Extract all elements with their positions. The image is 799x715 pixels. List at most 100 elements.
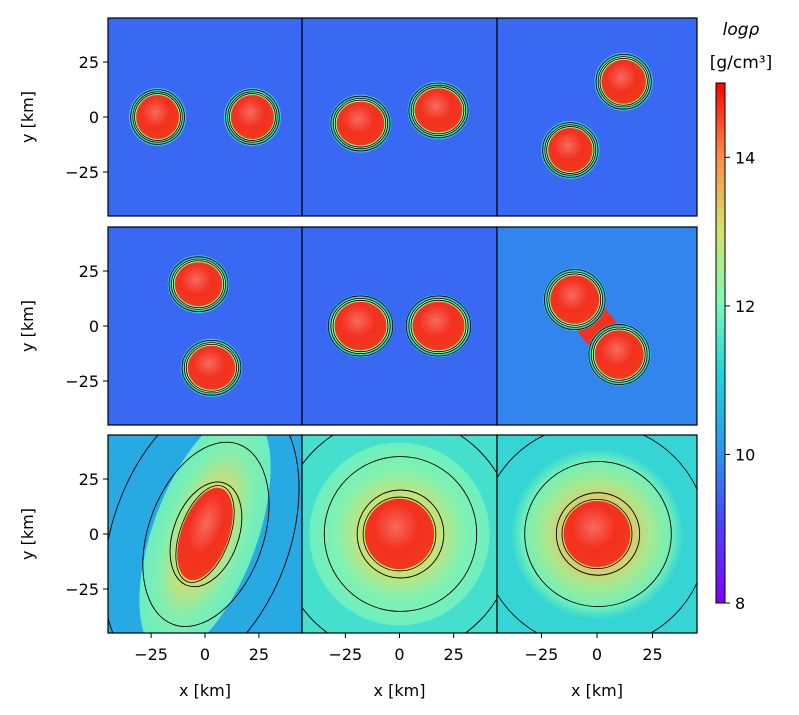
density-contour: [227, 91, 278, 143]
neutron-star-core: [364, 498, 435, 570]
density-contour: [108, 435, 300, 633]
neutron-star-core: [230, 95, 274, 139]
x-tick-label: 25: [443, 645, 463, 664]
y-axis-label: y [km]: [18, 508, 37, 560]
density-contour: [323, 456, 478, 612]
density-contour: [544, 269, 606, 331]
density-contour: [172, 260, 225, 309]
density-contour: [544, 124, 597, 176]
density-contour: [356, 489, 445, 579]
density-contour: [561, 498, 633, 570]
density-panel: [496, 434, 698, 634]
colorbar-gradient: [715, 82, 726, 604]
density-contour: [225, 89, 280, 145]
y-tick-label: 0: [89, 108, 99, 127]
y-tick-label: −25: [65, 372, 99, 391]
density-contour: [185, 343, 238, 392]
density-contour: [169, 481, 243, 588]
density-contour: [524, 460, 672, 608]
y-tick-label: 0: [89, 525, 99, 544]
density-contour: [327, 295, 394, 357]
density-contour: [181, 339, 242, 396]
x-tick-label: −25: [328, 645, 362, 664]
density-contour: [332, 97, 389, 150]
density-panel: [496, 17, 698, 217]
x-tick-label: −25: [134, 645, 168, 664]
x-tick-label: 0: [200, 645, 210, 664]
colorbar-title-line2: [g/cm³]: [710, 53, 773, 73]
x-tick-label: −25: [525, 645, 559, 664]
density-contour: [590, 326, 648, 383]
density-panel: [301, 434, 498, 634]
x-tick-label: 25: [249, 645, 269, 664]
panel-frame: [496, 226, 698, 426]
density-contour: [410, 84, 467, 136]
x-tick-label: 0: [394, 645, 404, 664]
density-contour: [408, 297, 469, 355]
density-contour: [330, 297, 391, 355]
y-axis-label: y [km]: [18, 300, 37, 352]
density-contour: [334, 99, 387, 148]
density-contour: [546, 271, 604, 328]
neutron-star-core: [174, 262, 223, 307]
density-contour: [546, 126, 595, 174]
density-contour: [168, 256, 229, 313]
y-tick-label: −25: [65, 580, 99, 599]
colorbar-tick-label: 12: [735, 297, 755, 316]
density-contour: [134, 93, 181, 141]
colorbar-title-line1: logρ: [723, 20, 760, 40]
density-contour: [555, 492, 641, 576]
density-contour: [412, 86, 465, 135]
y-tick-label: 25: [79, 470, 99, 489]
neutron-star-core: [414, 88, 463, 133]
density-panel: [496, 226, 698, 426]
density-contour: [171, 258, 227, 310]
y-tick-label: 25: [79, 53, 99, 72]
density-contour: [132, 91, 183, 143]
y-axis-label: y [km]: [18, 91, 37, 143]
density-contour: [542, 122, 599, 178]
density-contour: [597, 56, 650, 108]
colorbar-tick-label: 14: [735, 148, 755, 167]
density-contour: [595, 54, 652, 110]
colorbar-tick-label: 8: [735, 594, 745, 613]
density-panel: [301, 226, 498, 426]
density-contour: [362, 496, 437, 572]
density-panel: [107, 17, 303, 217]
density-contour: [548, 273, 602, 326]
x-axis-label: x [km]: [571, 681, 623, 700]
y-tick-label: 25: [79, 262, 99, 281]
density-contour: [332, 299, 389, 353]
density-panel: [107, 434, 303, 634]
x-tick-label: 25: [642, 645, 662, 664]
density-contour: [408, 82, 469, 139]
density-contour: [183, 342, 239, 394]
density-contour: [588, 324, 650, 386]
density-contour: [330, 95, 391, 152]
x-tick-label: 0: [592, 645, 602, 664]
colorbar: logρ [g/cm³] 8 10 12 14: [710, 20, 773, 613]
panel-frame: [496, 17, 698, 217]
density-panel: [301, 17, 498, 217]
density-contour: [130, 89, 185, 145]
x-axis-label: x [km]: [179, 681, 231, 700]
neutron-star-core: [187, 345, 236, 390]
neutron-star-core: [336, 101, 385, 146]
density-contour: [592, 328, 646, 381]
neutron-star-core: [136, 95, 180, 139]
neutron-star-core: [548, 128, 593, 172]
panel-background: [497, 18, 697, 216]
density-contour: [229, 93, 276, 141]
x-axis-label: x [km]: [374, 681, 426, 700]
neutron-star-core: [563, 501, 631, 567]
colorbar-tick-label: 10: [735, 445, 755, 464]
neutron-star-core: [177, 487, 233, 581]
neutron-star-core: [334, 301, 387, 351]
density-panel: [107, 226, 303, 426]
neutron-star-core: [594, 330, 644, 379]
density-contour: [142, 441, 270, 627]
density-contour: [405, 295, 472, 357]
density-contour: [410, 299, 467, 353]
neutron-star-core: [550, 275, 600, 324]
